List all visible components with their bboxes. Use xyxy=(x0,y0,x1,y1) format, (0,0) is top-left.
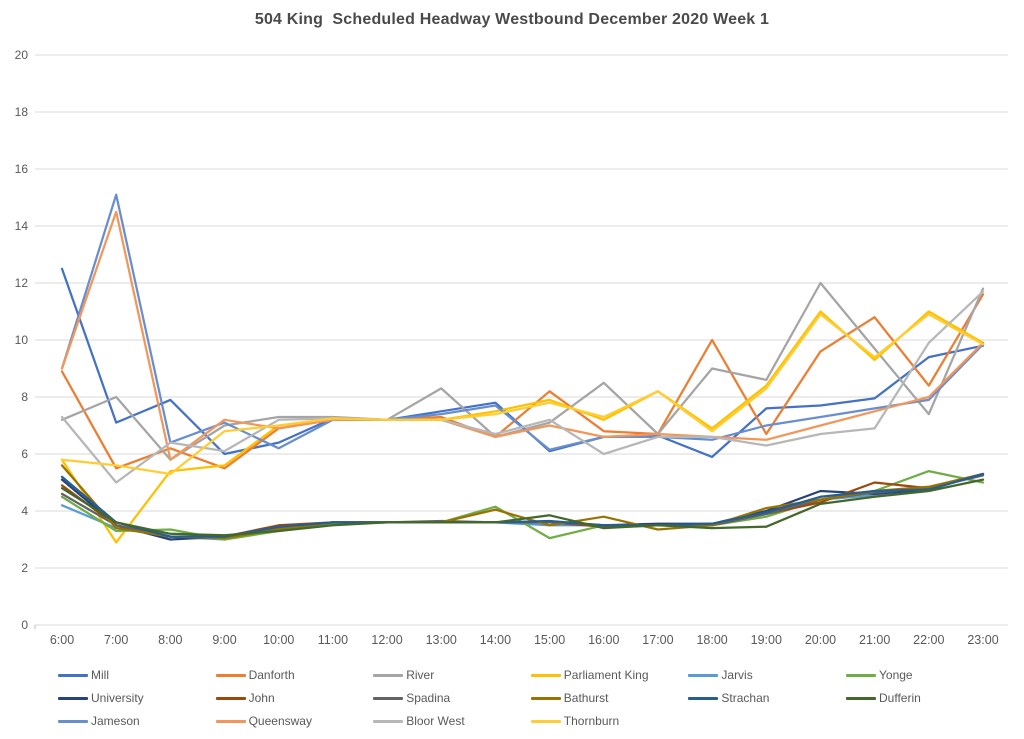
x-tick-label: 20:00 xyxy=(805,633,836,647)
legend-swatch xyxy=(688,673,719,677)
x-tick-label: 14:00 xyxy=(480,633,511,647)
legend-swatch xyxy=(58,719,88,723)
series-line-thornburn xyxy=(60,313,985,476)
legend-label: Parliament King xyxy=(563,668,649,682)
legend-item-mill: Mill xyxy=(58,668,109,682)
series-line-jameson xyxy=(60,193,985,451)
x-tick-label: 22:00 xyxy=(913,633,944,647)
y-tick-label: 6 xyxy=(21,447,28,461)
legend-item-danforth: Danforth xyxy=(215,668,295,682)
legend-label: University xyxy=(91,691,144,705)
x-tick-label: 13:00 xyxy=(426,633,457,647)
series-line-bloor-west xyxy=(60,290,985,484)
legend-label: Dufferin xyxy=(879,691,921,705)
x-tick-label: 8:00 xyxy=(158,633,182,647)
legend-swatch xyxy=(530,719,561,723)
legend-label: Thornburn xyxy=(563,714,620,728)
x-tick-label: 16:00 xyxy=(588,633,619,647)
y-tick-label: 0 xyxy=(21,618,28,632)
legend-swatch xyxy=(215,719,246,723)
legend-item-john: John xyxy=(215,691,275,705)
y-tick-label: 20 xyxy=(15,48,29,62)
legend-label: Bathurst xyxy=(563,691,609,705)
legend-label: Mill xyxy=(91,668,109,682)
legend-item-thornburn: Thornburn xyxy=(530,714,620,728)
series-line-river xyxy=(60,281,985,461)
series-line-spadina xyxy=(60,474,985,538)
y-tick-label: 4 xyxy=(21,504,28,518)
legend-swatch xyxy=(846,696,876,700)
x-tick-label: 11:00 xyxy=(318,633,348,647)
legend-swatch xyxy=(215,696,246,700)
chart-title: 504 King Scheduled Headway Westbound Dec… xyxy=(254,11,770,28)
legend-label: Yonge xyxy=(879,668,913,682)
legend-swatch xyxy=(373,696,404,700)
legend-swatch xyxy=(373,673,404,677)
x-tick-label: 21:00 xyxy=(859,633,890,647)
legend-label: Jameson xyxy=(91,714,140,728)
x-tick-label: 9:00 xyxy=(212,633,236,647)
series-line-john xyxy=(60,472,985,538)
legend-swatch xyxy=(530,696,561,700)
series-line-strachan xyxy=(60,472,985,538)
y-tick-label: 8 xyxy=(21,390,28,404)
x-tick-label: 17:00 xyxy=(642,633,673,647)
legend-item-jarvis: Jarvis xyxy=(688,668,753,682)
x-tick-label: 19:00 xyxy=(751,633,782,647)
legend-item-spadina: Spadina xyxy=(373,691,450,705)
x-tick-label: 12:00 xyxy=(371,633,402,647)
series-line-queensway xyxy=(60,210,985,461)
legend-label: Bloor West xyxy=(406,714,465,728)
series-line-yonge xyxy=(60,469,985,541)
y-tick-label: 16 xyxy=(15,162,29,176)
series-line-jarvis xyxy=(60,472,985,541)
legend-item-jameson: Jameson xyxy=(58,714,140,728)
y-tick-label: 14 xyxy=(15,219,29,233)
x-tick-label: 7:00 xyxy=(104,633,128,647)
y-tick-label: 2 xyxy=(21,561,28,575)
plot-area: 0 2 4 6 8 10 12 14 16 18 20 6:00 7:00 8:00 9:00 10:00 11… xyxy=(15,48,1008,647)
x-tick-label: 23:00 xyxy=(967,633,998,647)
series-line-university xyxy=(60,472,985,541)
legend-label: Jarvis xyxy=(721,668,753,682)
legend-swatch xyxy=(530,673,561,677)
legend-item-yonge: Yonge xyxy=(846,668,913,682)
legend-item-parliament-king: Parliament King xyxy=(530,668,649,682)
legend-swatch xyxy=(373,719,404,723)
legend-swatch xyxy=(215,673,246,677)
y-tick-label: 18 xyxy=(15,105,29,119)
legend-swatch xyxy=(846,673,876,677)
legend-label: John xyxy=(248,691,275,705)
legend-swatch xyxy=(58,696,88,700)
legend-item-queensway: Queensway xyxy=(215,714,312,728)
legend-label: Spadina xyxy=(406,691,451,705)
legend-item-bathurst: Bathurst xyxy=(530,691,609,705)
x-tick-label: 18:00 xyxy=(696,633,727,647)
legend-item-strachan: Strachan xyxy=(688,691,769,705)
legend-label: Strachan xyxy=(721,691,770,705)
x-tick-label: 15:00 xyxy=(534,633,565,647)
legend-label: Queensway xyxy=(248,714,312,728)
legend-swatch xyxy=(688,696,719,700)
legend-item-river: River xyxy=(373,668,434,682)
legend-label: Danforth xyxy=(248,668,295,682)
legend-swatch xyxy=(58,673,88,677)
series-line-danforth xyxy=(60,293,985,470)
series-line-parliament-king xyxy=(60,310,985,544)
x-tick-label: 6:00 xyxy=(50,633,74,647)
legend-item-bloor-west: Bloor West xyxy=(373,714,465,728)
x-tick-label: 10:00 xyxy=(263,633,294,647)
y-tick-label: 10 xyxy=(15,333,29,347)
y-tick-label: 12 xyxy=(15,276,29,290)
series-line-dufferin xyxy=(60,478,985,537)
series-line-bathurst xyxy=(60,464,985,540)
legend-item-dufferin: Dufferin xyxy=(846,691,921,705)
legend-item-university: University xyxy=(58,691,144,705)
legend-label: River xyxy=(406,668,435,682)
